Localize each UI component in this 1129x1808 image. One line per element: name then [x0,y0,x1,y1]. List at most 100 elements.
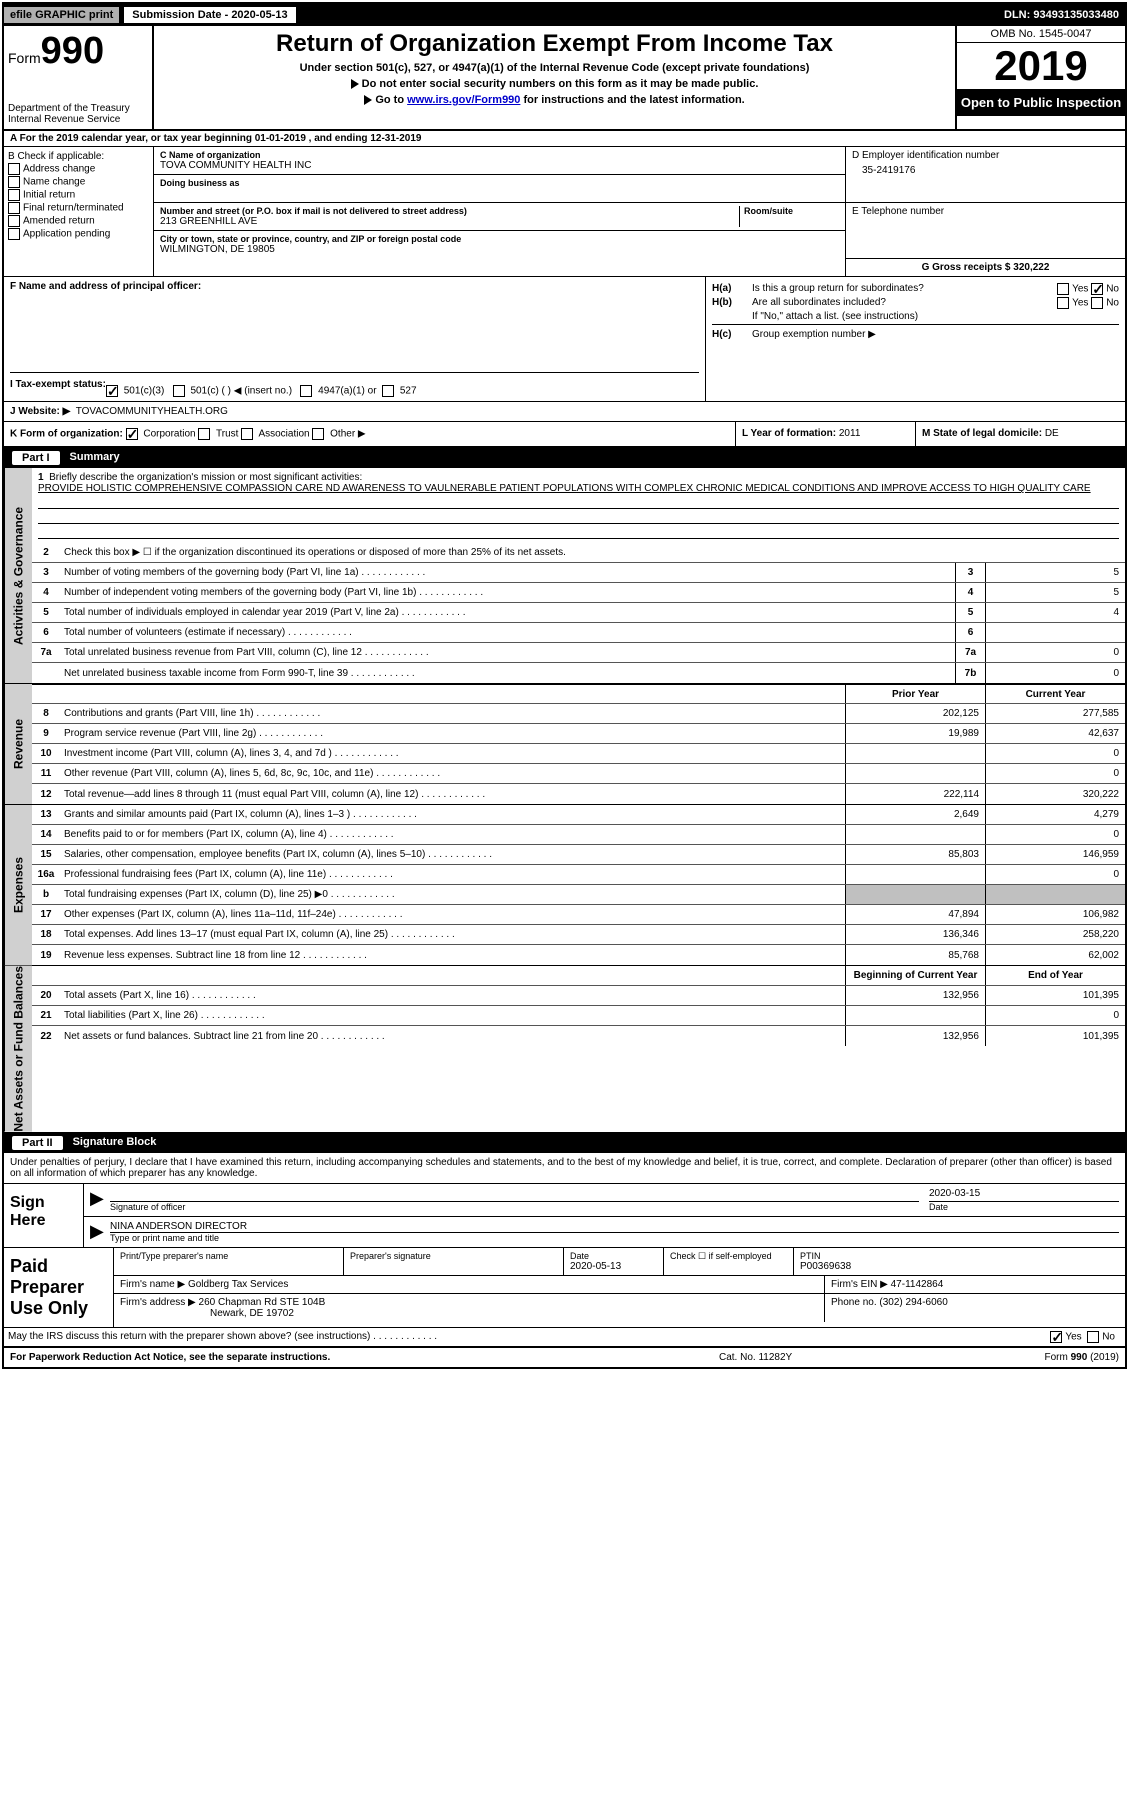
phone-cell: E Telephone number [846,203,1125,259]
ein-label: D Employer identification number [852,150,1119,161]
website-value: TOVACOMMUNITYHEALTH.ORG [76,406,228,417]
hb-row: H(b) Are all subordinates included? Yes … [712,297,1119,309]
netassets-content: Beginning of Current Year End of Year 20… [32,966,1125,1132]
hc-row: H(c) Group exemption number ▶ [712,324,1119,340]
gross-cell: G Gross receipts $ 320,222 [846,259,1125,276]
preparer-label: Paid Preparer Use Only [4,1248,114,1327]
city-cell: City or town, state or province, country… [154,231,845,258]
table-row: Net unrelated business taxable income fr… [32,663,1125,683]
firm-phone: (302) 294-6060 [879,1297,947,1308]
city-label: City or town, state or province, country… [160,234,839,244]
form-title: Return of Organization Exempt From Incom… [158,30,951,58]
hb-note: If "No," attach a list. (see instruction… [712,311,1119,322]
ha-text: Is this a group return for subordinates? [752,283,1057,295]
ha-yes[interactable] [1057,283,1069,295]
check-assoc[interactable] [241,428,253,440]
header-left: Form990 Department of the Treasury Inter… [4,26,154,129]
section-fh: F Name and address of principal officer:… [4,277,1125,402]
part1-header: Part I Summary [4,448,1125,468]
check-final[interactable]: Final return/terminated [8,202,149,214]
ha-row: H(a) Is this a group return for subordin… [712,283,1119,295]
table-row: 15Salaries, other compensation, employee… [32,845,1125,865]
expenses-section: Expenses 13Grants and similar amounts pa… [4,805,1125,966]
addr-label: Number and street (or P.O. box if mail i… [160,206,739,216]
check-corp[interactable] [126,428,138,440]
check-other[interactable] [312,428,324,440]
table-row: 5Total number of individuals employed in… [32,603,1125,623]
ha-no[interactable] [1091,283,1103,295]
sig-officer-line: ▶ Signature of officer 2020-03-15 Date [84,1184,1125,1217]
table-row: 13Grants and similar amounts paid (Part … [32,805,1125,825]
netassets-header: Beginning of Current Year End of Year [32,966,1125,986]
row-k: K Form of organization: Corporation Trus… [4,422,1125,448]
sig-officer-label: Signature of officer [110,1202,919,1212]
addr-cell: Number and street (or P.O. box if mail i… [154,203,845,231]
preparer-section: Paid Preparer Use Only Print/Type prepar… [4,1248,1125,1328]
check-pending[interactable]: Application pending [8,228,149,240]
signer-name-label: Type or print name and title [110,1233,1119,1243]
check-initial[interactable]: Initial return [8,189,149,201]
table-row: 16aProfessional fundraising fees (Part I… [32,865,1125,885]
form-990-big: 990 [41,30,104,72]
discuss-row: May the IRS discuss this return with the… [4,1328,1125,1348]
check-4947[interactable] [300,385,312,397]
irs-link[interactable]: www.irs.gov/Form990 [407,94,520,106]
check-address[interactable]: Address change [8,163,149,175]
check-527[interactable] [382,385,394,397]
mission-block: 1 Briefly describe the organization's mi… [32,468,1125,543]
hc-text: Group exemption number ▶ [752,329,1119,340]
table-row: 21Total liabilities (Part X, line 26)0 [32,1006,1125,1026]
activities-section: Activities & Governance 1 Briefly descri… [4,468,1125,684]
hb-yes[interactable] [1057,297,1069,309]
b-header: B Check if applicable: [8,151,149,162]
prep-row-3: Firm's address ▶ 260 Chapman Rd STE 104B… [114,1294,1125,1322]
table-row: 17Other expenses (Part IX, column (A), l… [32,905,1125,925]
netassets-tab: Net Assets or Fund Balances [4,966,32,1132]
hb-no[interactable] [1091,297,1103,309]
efile-badge[interactable]: efile GRAPHIC print [4,7,119,23]
subtitle-3: Go to www.irs.gov/Form990 for instructio… [158,94,951,106]
firm-ein: 47-1142864 [891,1279,944,1290]
part2-header: Part II Signature Block [4,1133,1125,1153]
dba-label: Doing business as [160,178,839,188]
table-row: 9Program service revenue (Part VIII, lin… [32,724,1125,744]
column-b: B Check if applicable: Address change Na… [4,147,154,276]
org-address: 213 GREENHILL AVE [160,216,739,227]
check-trust[interactable] [198,428,210,440]
check-amended[interactable]: Amended return [8,215,149,227]
beg-year-hdr: Beginning of Current Year [845,966,985,985]
sign-here-label: Sign Here [4,1184,84,1247]
open-inspection: Open to Public Inspection [957,89,1125,116]
discuss-no[interactable] [1087,1331,1099,1343]
prep-row-1: Print/Type preparer's name Preparer's si… [114,1248,1125,1276]
table-row: 7aTotal unrelated business revenue from … [32,643,1125,663]
i-label: I Tax-exempt status: [10,379,106,397]
form-prefix: Form [8,50,41,66]
penalties-text: Under penalties of perjury, I declare th… [4,1153,1125,1184]
mission-text: PROVIDE HOLISTIC COMPREHENSIVE COMPASSIO… [38,483,1091,494]
end-year-hdr: End of Year [985,966,1125,985]
gross-label: G Gross receipts $ [922,262,1011,273]
dln-number: DLN: 93493135033480 [998,7,1125,23]
omb-number: OMB No. 1545-0047 [957,26,1125,43]
row-a-period: A For the 2019 calendar year, or tax yea… [4,131,1125,147]
discuss-text: May the IRS discuss this return with the… [4,1329,925,1344]
table-row: 8Contributions and grants (Part VIII, li… [32,704,1125,724]
line-2: 2 Check this box ▶ ☐ if the organization… [32,543,1125,563]
check-501c[interactable] [173,385,185,397]
check-501c3[interactable] [106,385,118,397]
firm-name: Goldberg Tax Services [188,1279,288,1290]
phone-label: E Telephone number [852,206,1119,217]
table-row: 20Total assets (Part X, line 16)132,9561… [32,986,1125,1006]
part2-text: Signature Block [73,1136,157,1150]
check-name[interactable]: Name change [8,176,149,188]
state-domicile: DE [1045,428,1059,439]
ein-cell: D Employer identification number 35-2419… [846,147,1125,203]
top-bar: efile GRAPHIC print Submission Date - 20… [4,4,1125,26]
year-formation: 2011 [839,428,861,439]
header-mid: Return of Organization Exempt From Incom… [154,26,955,129]
prep-date: 2020-05-13 [570,1261,657,1272]
column-c: C Name of organization TOVA COMMUNITY HE… [154,147,845,276]
discuss-yes[interactable] [1050,1331,1062,1343]
activities-tab: Activities & Governance [4,468,32,683]
